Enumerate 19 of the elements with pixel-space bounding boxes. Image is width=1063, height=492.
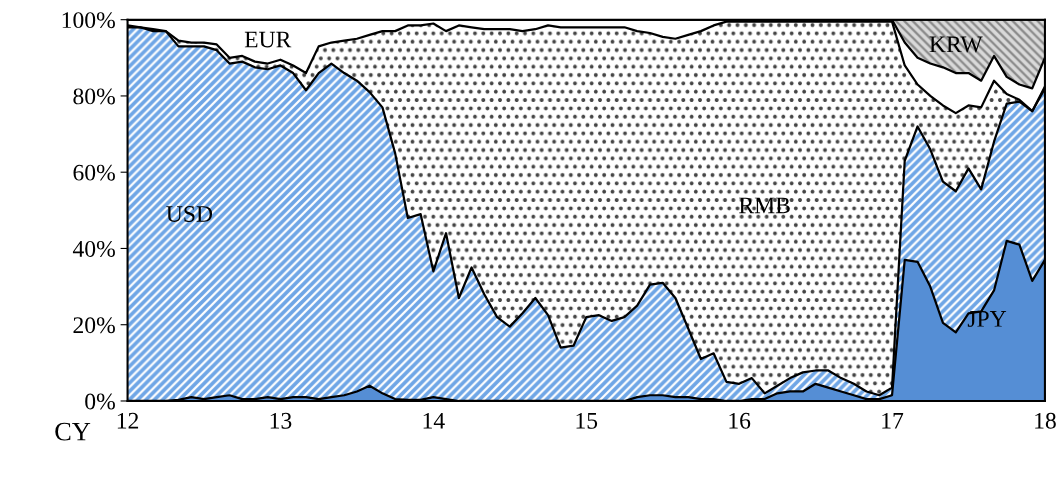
- series-label: RMB: [739, 197, 790, 214]
- x-tick-label: 18: [1035, 412, 1056, 429]
- x-axis-title: CY: [55, 422, 91, 441]
- series-label: JPY: [967, 311, 1007, 327]
- x-tick-label: 14: [423, 412, 445, 429]
- x-tick-label: 17: [882, 412, 904, 429]
- x-tick-label: 13: [270, 412, 292, 429]
- x-tick-label: 16: [729, 412, 751, 429]
- y-tick-label: 40%: [72, 240, 115, 257]
- x-tick-label: 15: [576, 412, 598, 429]
- series-label: EUR: [244, 31, 292, 48]
- y-tick-label: 80%: [73, 88, 115, 105]
- x-tick-label: 12: [117, 412, 139, 429]
- y-tick-label: 0%: [85, 393, 115, 410]
- y-tick-label: 100%: [62, 12, 115, 29]
- y-tick-label: 20%: [73, 317, 115, 334]
- series-label: KRW: [929, 36, 983, 53]
- y-tick-label: 60%: [73, 164, 115, 181]
- series-label: USD: [166, 206, 213, 222]
